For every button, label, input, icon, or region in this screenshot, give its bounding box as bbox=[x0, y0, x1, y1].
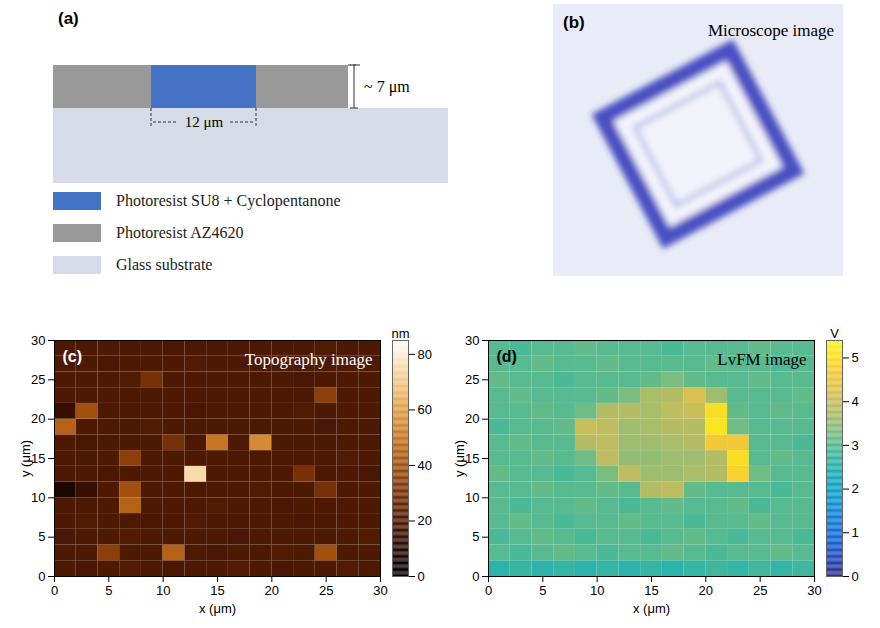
svg-text:0: 0 bbox=[485, 583, 492, 598]
svg-text:20: 20 bbox=[465, 411, 479, 426]
svg-text:15: 15 bbox=[210, 583, 224, 598]
svg-text:30: 30 bbox=[465, 333, 479, 348]
svg-text:4: 4 bbox=[852, 394, 859, 409]
svg-text:Glass substrate: Glass substrate bbox=[116, 256, 212, 273]
svg-text:25: 25 bbox=[753, 583, 767, 598]
svg-text:3: 3 bbox=[852, 438, 859, 453]
svg-text:0: 0 bbox=[418, 569, 425, 584]
svg-text:25: 25 bbox=[319, 583, 333, 598]
svg-text:30: 30 bbox=[31, 333, 45, 348]
svg-text:y (μm): y (μm) bbox=[452, 440, 467, 477]
svg-text:15: 15 bbox=[465, 451, 479, 466]
svg-text:10: 10 bbox=[590, 583, 604, 598]
svg-text:20: 20 bbox=[418, 513, 432, 528]
svg-text:80: 80 bbox=[418, 347, 432, 362]
svg-text:y (μm): y (μm) bbox=[18, 440, 33, 477]
svg-text:0: 0 bbox=[51, 583, 58, 598]
svg-text:V: V bbox=[830, 326, 839, 341]
svg-text:0: 0 bbox=[472, 569, 479, 584]
svg-text:LvFM image: LvFM image bbox=[717, 350, 806, 369]
svg-text:x (μm): x (μm) bbox=[199, 601, 236, 616]
svg-text:Photoresist SU8 + Cyclopentano: Photoresist SU8 + Cyclopentanone bbox=[116, 192, 341, 210]
svg-text:(c): (c) bbox=[63, 348, 83, 365]
svg-text:10: 10 bbox=[465, 490, 479, 505]
svg-text:5: 5 bbox=[38, 529, 45, 544]
svg-text:15: 15 bbox=[31, 451, 45, 466]
svg-text:(a): (a) bbox=[58, 9, 79, 28]
svg-text:10: 10 bbox=[31, 490, 45, 505]
svg-text:5: 5 bbox=[539, 583, 546, 598]
svg-text:Topography image: Topography image bbox=[245, 350, 373, 369]
svg-text:0: 0 bbox=[852, 569, 859, 584]
svg-text:20: 20 bbox=[265, 583, 279, 598]
svg-text:(d): (d) bbox=[497, 348, 517, 365]
svg-text:30: 30 bbox=[807, 583, 821, 598]
svg-text:20: 20 bbox=[699, 583, 713, 598]
svg-text:10: 10 bbox=[156, 583, 170, 598]
svg-text:nm: nm bbox=[391, 326, 409, 341]
svg-text:Photoresist AZ4620: Photoresist AZ4620 bbox=[116, 224, 244, 241]
svg-text:20: 20 bbox=[31, 411, 45, 426]
svg-text:5: 5 bbox=[852, 350, 859, 365]
svg-text:5: 5 bbox=[472, 529, 479, 544]
svg-text:(b): (b) bbox=[563, 13, 585, 32]
svg-text:5: 5 bbox=[105, 583, 112, 598]
svg-text:60: 60 bbox=[418, 402, 432, 417]
svg-text:40: 40 bbox=[418, 458, 432, 473]
svg-text:15: 15 bbox=[644, 583, 658, 598]
svg-text:2: 2 bbox=[852, 481, 859, 496]
svg-text:0: 0 bbox=[38, 569, 45, 584]
svg-text:25: 25 bbox=[465, 372, 479, 387]
svg-text:x (μm): x (μm) bbox=[633, 601, 670, 616]
svg-text:25: 25 bbox=[31, 372, 45, 387]
svg-text:12 μm: 12 μm bbox=[185, 114, 224, 130]
svg-text:1: 1 bbox=[852, 525, 859, 540]
svg-text:30: 30 bbox=[373, 583, 387, 598]
svg-text:~ 7 μm: ~ 7 μm bbox=[364, 78, 410, 96]
svg-text:Microscope image: Microscope image bbox=[708, 21, 834, 40]
